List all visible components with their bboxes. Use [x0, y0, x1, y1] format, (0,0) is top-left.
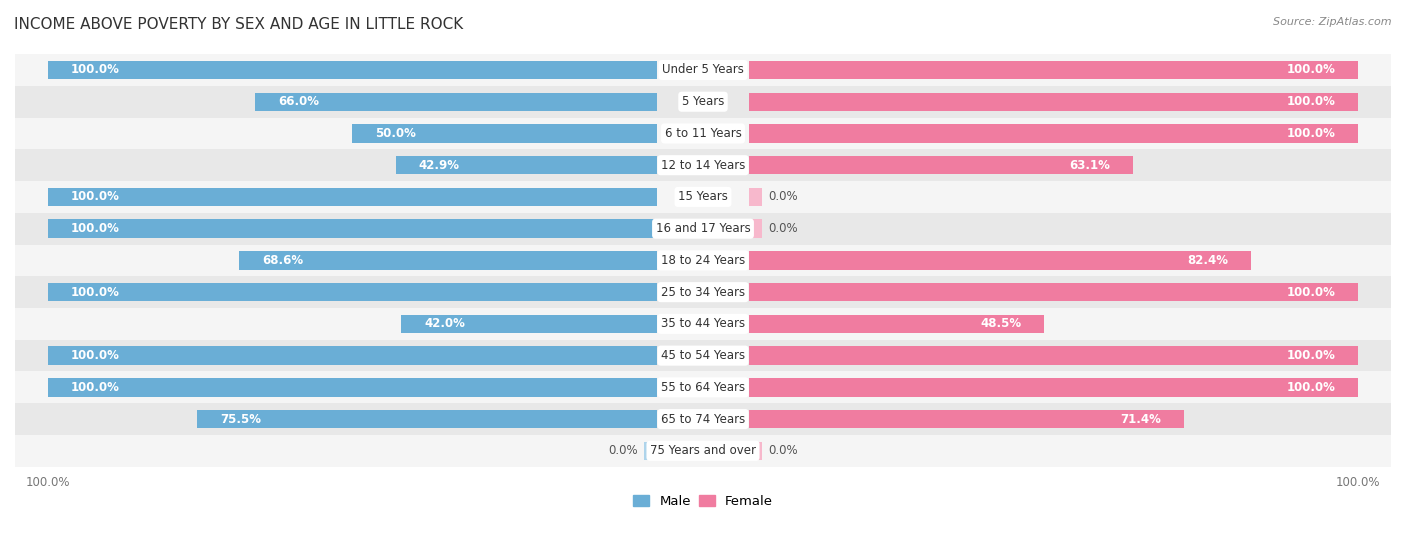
- Text: 35 to 44 Years: 35 to 44 Years: [661, 318, 745, 330]
- Bar: [48, 283, 657, 301]
- Bar: [15, 244, 1391, 276]
- Text: 100.0%: 100.0%: [70, 381, 120, 394]
- Bar: [15, 54, 1391, 86]
- Bar: [749, 124, 1358, 143]
- Bar: [749, 378, 1358, 396]
- Bar: [15, 117, 1391, 149]
- Bar: [353, 124, 657, 143]
- Bar: [15, 276, 1391, 308]
- Bar: [749, 61, 1358, 79]
- Bar: [401, 315, 657, 333]
- Text: 100.0%: 100.0%: [1286, 127, 1336, 140]
- Bar: [197, 410, 657, 428]
- Text: 0.0%: 0.0%: [769, 191, 799, 203]
- Bar: [48, 61, 657, 79]
- Bar: [48, 188, 657, 206]
- Text: 12 to 14 Years: 12 to 14 Years: [661, 159, 745, 172]
- Bar: [749, 188, 762, 206]
- Text: Source: ZipAtlas.com: Source: ZipAtlas.com: [1274, 17, 1392, 27]
- Text: 100.0%: 100.0%: [1286, 349, 1336, 362]
- Text: 66.0%: 66.0%: [278, 95, 319, 108]
- Text: 82.4%: 82.4%: [1187, 254, 1227, 267]
- Bar: [749, 156, 1133, 174]
- Text: 0.0%: 0.0%: [769, 222, 799, 235]
- Bar: [48, 347, 657, 365]
- Text: 42.9%: 42.9%: [419, 159, 460, 172]
- Bar: [15, 435, 1391, 467]
- Text: 55 to 64 Years: 55 to 64 Years: [661, 381, 745, 394]
- Text: 63.1%: 63.1%: [1070, 159, 1111, 172]
- Bar: [15, 149, 1391, 181]
- Bar: [749, 442, 762, 460]
- Bar: [15, 372, 1391, 403]
- Text: 45 to 54 Years: 45 to 54 Years: [661, 349, 745, 362]
- Text: 25 to 34 Years: 25 to 34 Years: [661, 286, 745, 299]
- Text: 16 and 17 Years: 16 and 17 Years: [655, 222, 751, 235]
- Text: 48.5%: 48.5%: [980, 318, 1022, 330]
- Text: INCOME ABOVE POVERTY BY SEX AND AGE IN LITTLE ROCK: INCOME ABOVE POVERTY BY SEX AND AGE IN L…: [14, 17, 464, 32]
- Text: 15 Years: 15 Years: [678, 191, 728, 203]
- Bar: [749, 347, 1358, 365]
- Bar: [395, 156, 657, 174]
- Text: 75.5%: 75.5%: [219, 413, 262, 425]
- Text: 50.0%: 50.0%: [375, 127, 416, 140]
- Bar: [15, 403, 1391, 435]
- Text: 65 to 74 Years: 65 to 74 Years: [661, 413, 745, 425]
- Text: 100.0%: 100.0%: [70, 286, 120, 299]
- Bar: [749, 93, 1358, 111]
- Text: 42.0%: 42.0%: [425, 318, 465, 330]
- Text: 100.0%: 100.0%: [70, 64, 120, 77]
- Text: 75 Years and over: 75 Years and over: [650, 444, 756, 457]
- Text: 0.0%: 0.0%: [769, 444, 799, 457]
- Bar: [15, 86, 1391, 117]
- Text: 100.0%: 100.0%: [70, 222, 120, 235]
- Text: 100.0%: 100.0%: [70, 349, 120, 362]
- Text: 6 to 11 Years: 6 to 11 Years: [665, 127, 741, 140]
- Bar: [749, 283, 1358, 301]
- Text: 5 Years: 5 Years: [682, 95, 724, 108]
- Text: Under 5 Years: Under 5 Years: [662, 64, 744, 77]
- Text: 100.0%: 100.0%: [1286, 95, 1336, 108]
- Text: 68.6%: 68.6%: [262, 254, 304, 267]
- Text: 0.0%: 0.0%: [607, 444, 637, 457]
- Bar: [15, 340, 1391, 372]
- Bar: [48, 378, 657, 396]
- Bar: [749, 251, 1251, 269]
- Text: 100.0%: 100.0%: [1286, 64, 1336, 77]
- Bar: [15, 181, 1391, 213]
- Bar: [15, 213, 1391, 244]
- Bar: [749, 315, 1045, 333]
- Legend: Male, Female: Male, Female: [627, 490, 779, 514]
- Text: 100.0%: 100.0%: [1286, 286, 1336, 299]
- Text: 100.0%: 100.0%: [1286, 381, 1336, 394]
- Bar: [749, 410, 1184, 428]
- Bar: [644, 442, 657, 460]
- Bar: [254, 93, 657, 111]
- Bar: [239, 251, 657, 269]
- Text: 71.4%: 71.4%: [1121, 413, 1161, 425]
- Bar: [15, 308, 1391, 340]
- Bar: [749, 220, 762, 238]
- Bar: [48, 220, 657, 238]
- Text: 100.0%: 100.0%: [70, 191, 120, 203]
- Text: 18 to 24 Years: 18 to 24 Years: [661, 254, 745, 267]
